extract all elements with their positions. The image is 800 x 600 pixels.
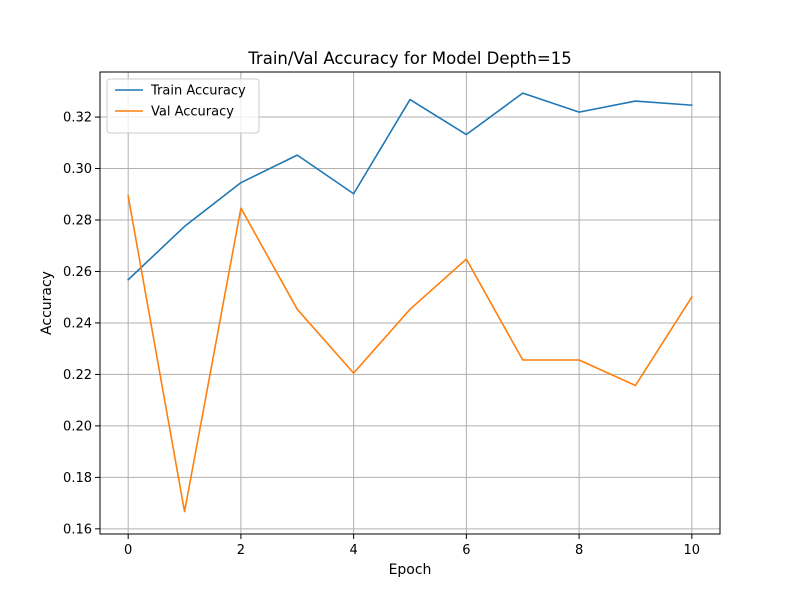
x-tick-label: 6 [462,543,470,558]
x-tick-label: 0 [124,543,132,558]
axes-frame [99,71,721,535]
train-accuracy-line [127,92,693,281]
legend-label-train-accuracy: Train Accuracy [150,84,246,99]
x-tick-label: 2 [237,543,245,558]
y-tick-label: 0.22 [63,368,92,383]
val-accuracy-line [127,195,693,513]
y-tick-label: 0.30 [63,162,92,177]
x-tick-label: 10 [684,543,701,558]
y-tick-label: 0.18 [63,471,92,486]
x-tick-label: 8 [575,543,583,558]
y-axis-label: Accuracy [39,271,55,335]
y-axis-ticks: 0.16 0.18 0.20 0.22 0.24 0.26 0.28 0.30 0.32 [63,111,100,537]
y-tick-label: 0.32 [63,111,92,126]
y-tick-label: 0.20 [63,419,92,434]
x-tick-label: 4 [349,543,357,558]
chart-title: Train/Val Accuracy for Model Depth=15 [247,49,571,68]
y-tick-label: 0.28 [63,213,92,228]
y-tick-label: 0.26 [63,265,92,280]
y-tick-label: 0.16 [63,522,92,537]
series-lines [127,92,693,513]
y-tick-label: 0.24 [63,316,92,331]
legend-box [106,78,260,134]
x-axis-label: Epoch [389,562,432,578]
legend-label-val-accuracy: Val Accuracy [151,105,234,120]
legend: Train Accuracy Val Accuracy [106,78,260,134]
grid [100,72,720,534]
x-axis-ticks: 0 2 4 6 8 10 [124,534,700,558]
